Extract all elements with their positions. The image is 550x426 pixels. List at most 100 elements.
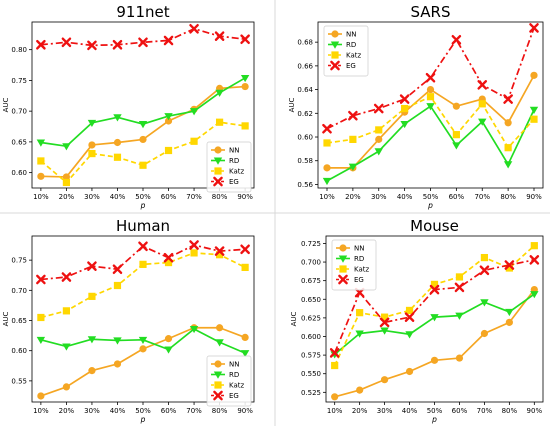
data-point — [214, 246, 225, 256]
legend-swatch-marker — [214, 381, 222, 389]
legend-swatch-marker — [331, 51, 339, 59]
data-point — [530, 71, 538, 79]
data-point-stroke-b — [429, 284, 440, 295]
data-point — [139, 161, 147, 169]
data-point — [323, 139, 331, 147]
y-tick-label: 0.80 — [11, 46, 27, 54]
data-point-stroke-b — [479, 265, 490, 276]
data-point — [503, 161, 513, 169]
data-point — [348, 110, 358, 121]
data-point — [426, 103, 435, 111]
data-point-stroke-b — [454, 282, 465, 293]
data-point — [529, 106, 539, 114]
data-point — [241, 263, 249, 271]
y-tick-label: 0.625 — [301, 314, 321, 322]
legend-swatch-marker — [213, 390, 223, 401]
data-point-stroke-b — [189, 240, 199, 250]
data-point — [113, 114, 122, 122]
x-tick-label: 10% — [33, 193, 49, 201]
y-tick-label: 0.725 — [301, 240, 321, 248]
y-axis-label: AUC — [290, 311, 298, 326]
chart-sars: SARS 0.56 0.58 0.60 0.62 0.64 0.66 0.68 10% 20% 30… — [288, 3, 544, 210]
data-point — [373, 103, 384, 114]
data-point — [138, 241, 148, 252]
data-point — [87, 336, 97, 344]
legend-swatch-marker — [213, 176, 223, 187]
data-point — [426, 93, 435, 101]
y-tick-label: 0.55 — [11, 377, 27, 385]
data-point — [36, 274, 46, 285]
y-tick-label: 0.675 — [301, 277, 321, 285]
legend-label: RD — [229, 157, 239, 165]
series-katz — [37, 249, 249, 322]
data-point-stroke-b — [36, 39, 46, 50]
data-point-stroke-b — [163, 35, 174, 46]
legend-swatch-marker-stroke-b — [330, 60, 340, 71]
x-tick-label: 80% — [212, 407, 228, 415]
data-point — [190, 249, 198, 257]
data-point — [503, 94, 513, 104]
data-point — [322, 177, 332, 186]
legend-swatch-marker-stroke-b — [213, 390, 223, 401]
data-point-stroke-b — [36, 274, 46, 285]
data-point — [139, 345, 147, 353]
legend-label: NN — [346, 31, 356, 39]
data-point — [455, 273, 464, 281]
data-point-stroke-b — [399, 94, 410, 104]
data-point — [37, 392, 45, 400]
data-point — [87, 119, 97, 128]
x-tick-label: 40% — [110, 407, 126, 415]
data-point — [380, 376, 389, 384]
y-tick-label: 0.600 — [301, 333, 321, 341]
series-rd — [36, 325, 250, 358]
data-point-stroke-b — [240, 244, 250, 255]
series-eg — [36, 23, 250, 51]
data-point — [379, 317, 390, 328]
data-point — [36, 139, 46, 147]
data-point-stroke-b — [240, 34, 250, 45]
data-point — [452, 142, 461, 150]
data-point — [189, 325, 199, 334]
data-point-stroke-b — [529, 23, 539, 33]
data-point — [113, 138, 122, 147]
data-point-stroke-b — [112, 39, 123, 50]
legend-box — [331, 239, 377, 291]
data-point — [429, 284, 440, 295]
legend-swatch-marker-stroke-b — [338, 274, 348, 285]
y-tick-label: 0.75 — [11, 77, 27, 85]
series-katz — [37, 118, 249, 187]
data-point — [401, 104, 409, 113]
data-point — [425, 72, 436, 83]
legend-label: RD — [346, 41, 356, 49]
x-tick-label: 50% — [135, 407, 151, 415]
legend-swatch-marker — [213, 371, 223, 379]
data-point-stroke-b — [87, 261, 97, 271]
data-point — [480, 329, 489, 338]
data-point-stroke-b — [138, 241, 148, 252]
legend-label: EG — [354, 276, 364, 284]
legend-label: EG — [346, 62, 356, 70]
y-tick-label: 0.60 — [11, 169, 27, 177]
y-tick-label: 0.65 — [11, 138, 27, 146]
data-point — [138, 336, 148, 345]
legend-box — [206, 355, 252, 407]
data-point — [215, 251, 224, 259]
data-point — [380, 313, 389, 321]
data-point — [113, 153, 122, 161]
data-point — [112, 39, 123, 50]
data-point — [241, 122, 249, 130]
data-point — [215, 339, 224, 347]
data-point — [240, 74, 250, 83]
data-point — [241, 82, 249, 91]
y-tick-label: 0.70 — [11, 108, 27, 116]
data-point — [61, 272, 72, 282]
series-line — [40, 27, 246, 47]
legend: NN RD Katz EG — [206, 355, 252, 407]
data-point-stroke-b — [477, 80, 488, 90]
data-point — [452, 131, 460, 139]
data-point — [405, 367, 414, 376]
chart-title: Human — [116, 217, 170, 235]
data-point — [478, 100, 486, 108]
data-point — [62, 173, 71, 181]
data-point — [404, 312, 415, 322]
